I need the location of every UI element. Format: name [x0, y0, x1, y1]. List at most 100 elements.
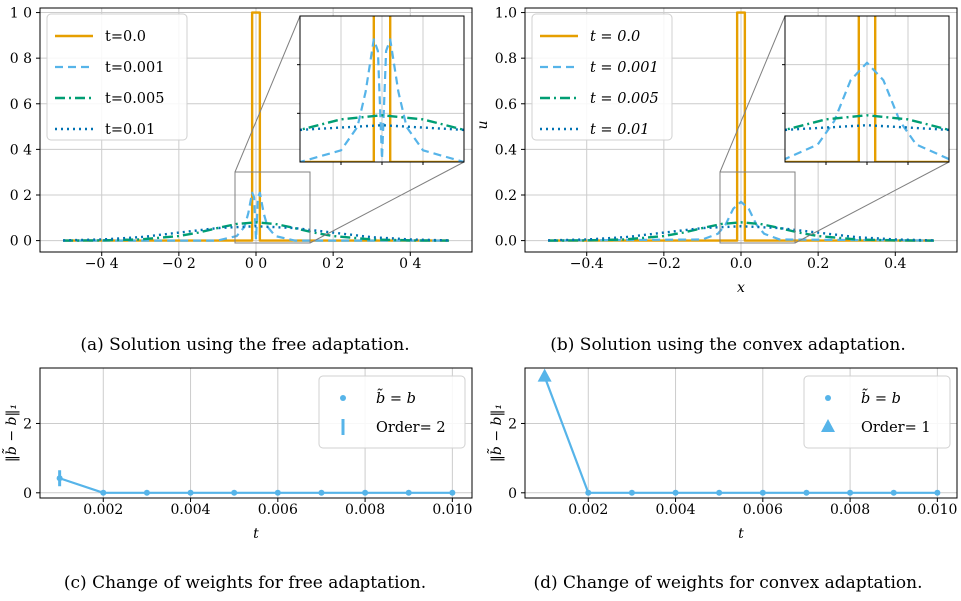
- axes-frame: [39, 7, 473, 253]
- y-tick-label: 0.4: [495, 142, 517, 158]
- zoom-connector-line: [719, 15, 786, 173]
- x-tick-label: −0 4: [85, 256, 119, 272]
- y-tick-label: 0.2: [495, 188, 517, 204]
- series-line-4: [548, 225, 934, 242]
- legend-entry-label: t=0.01: [105, 122, 155, 138]
- series-line-4: [63, 225, 449, 242]
- weight-data-point: [405, 489, 412, 496]
- weight-data-point: [585, 489, 592, 496]
- inset-series-group: [300, 16, 464, 162]
- weight-data-point: [100, 489, 107, 496]
- legend-entry-label: t = 0.0: [590, 29, 640, 45]
- legend-entry-label: t=0.001: [105, 60, 165, 76]
- zoom-connector-line: [309, 161, 465, 244]
- legend-entry-label: t=0.005: [105, 91, 165, 107]
- y-tick-label: 0.0: [495, 234, 517, 250]
- legend-entry-label: Order= 1: [861, 420, 931, 436]
- x-tick-label: 0.004: [655, 502, 695, 518]
- caption-a: (a) Solution using the free adaptation.: [80, 335, 409, 355]
- y-tick-label: 2: [508, 416, 517, 432]
- legend-entry-label: b̃ = b: [376, 388, 416, 407]
- weight-data-point: [628, 489, 635, 496]
- caption-b: (b) Solution using the convex adaptation…: [550, 335, 905, 355]
- chart-panel-d: 0.002 0.004 0.006 0.008 0.010 0 2 b̃ = b Order= …: [486, 367, 958, 542]
- x-tick-label: 0.010: [432, 502, 472, 518]
- axes-frame: [524, 367, 958, 499]
- x-tick-label: −0 2: [162, 256, 196, 272]
- axes-frame: [524, 7, 958, 253]
- chart-panel-c: 0.002 0.004 0.006 0.008 0.010 0 2 b̃ = b Order= …: [1, 367, 473, 542]
- x-tick-label: 0.002: [568, 502, 608, 518]
- y-axis-label: ‖b̃ − b‖₁: [486, 404, 505, 462]
- x-tick-label: 0.2: [807, 256, 829, 272]
- x-tick-label: 0.0: [730, 256, 752, 272]
- legend-box: [318, 375, 466, 449]
- weight-data-point: [274, 489, 281, 496]
- weight-series-line: [543, 376, 938, 494]
- series-line-2: [548, 200, 934, 242]
- zoom-region-box: [234, 171, 311, 244]
- chart-panel-b: −0.4 −0.2 0.0 0.2 0.4 0.0 0.2 0.4 0.6 0.8 1.0 t = 0…: [475, 6, 958, 296]
- series-group: [548, 11, 934, 242]
- caption-c: (c) Change of weights for free adaptatio…: [64, 573, 426, 593]
- x-tick-label: 0.010: [917, 502, 957, 518]
- x-tick-label: 0 4: [399, 256, 421, 272]
- x-tick-label: 0.006: [743, 502, 783, 518]
- legend-entry-label: t = 0.001: [590, 60, 659, 76]
- y-tick-label: 0: [23, 486, 32, 502]
- legend-entry-label: t = 0.01: [590, 122, 649, 138]
- weight-data-point: [934, 489, 941, 496]
- weight-data-point: [759, 489, 766, 496]
- y-tick-label: 0 6: [10, 97, 32, 113]
- legend: t = 0.0 t = 0.001 t = 0.005 t = 0.01: [531, 13, 673, 141]
- inset-series-group: [785, 16, 949, 162]
- y-axis-label: ‖b̃ − b‖₁: [1, 404, 20, 462]
- x-tick-label: 0 0: [245, 256, 267, 272]
- weight-data-point: [318, 489, 325, 496]
- y-tick-label: 2: [23, 416, 32, 432]
- x-tick-label: 0 2: [322, 256, 344, 272]
- inset-frame: [299, 15, 465, 163]
- inset-series-line-2: [300, 38, 464, 162]
- legend-swatch: [821, 419, 835, 432]
- y-tick-label: 1.0: [495, 6, 517, 22]
- y-tick-label: 0 4: [10, 142, 32, 158]
- weight-data-point: [362, 489, 369, 496]
- y-tick-label: 0: [508, 486, 517, 502]
- zoom-region-box: [719, 171, 796, 244]
- legend: t=0.0 t=0.001 t=0.005 t=0.01: [46, 13, 188, 141]
- x-tick-label: 0.4: [884, 256, 906, 272]
- zoom-connector-line: [794, 161, 950, 244]
- y-tick-label: 0 8: [10, 51, 32, 67]
- weight-data-point: [803, 489, 810, 496]
- caption-d: (d) Change of weights for convex adaptat…: [534, 573, 923, 593]
- inset-axes: [782, 15, 950, 165]
- x-tick-label: 0.002: [83, 502, 123, 518]
- weight-data-point: [143, 489, 150, 496]
- x-tick-label: −0.2: [647, 256, 681, 272]
- weight-data-point: [449, 489, 456, 496]
- y-tick-label: 0.8: [495, 51, 517, 67]
- chart-panel-a: −0 4 −0 2 0 0 0 2 0 4 0 0 0 2 0 4 0 6 0 8 1 0 t=0.0…: [10, 6, 473, 272]
- y-tick-label: 0.6: [495, 97, 517, 113]
- inset-frame: [784, 15, 950, 163]
- x-tick-label: 0.008: [830, 502, 870, 518]
- series-line-3: [548, 221, 934, 242]
- y-tick-label: 1 0: [10, 6, 32, 22]
- x-tick-label: 0.008: [345, 502, 385, 518]
- weight-series-line: [59, 477, 453, 494]
- inset-series-line-2: [785, 61, 949, 161]
- legend-entry-label: Order= 2: [376, 420, 446, 436]
- axes-frame: [39, 367, 473, 499]
- weight-data-point: [187, 489, 194, 496]
- weight-data-point: [716, 489, 723, 496]
- order-marker: [537, 368, 552, 382]
- legend-entry-label: t = 0.005: [590, 91, 659, 107]
- y-tick-label: 0 2: [10, 188, 32, 204]
- weight-data-point: [847, 489, 854, 496]
- series-group: [63, 11, 449, 242]
- legend-box: [531, 13, 673, 141]
- legend-box: [46, 13, 188, 141]
- series-line-3: [63, 221, 449, 242]
- inset-axes: [297, 15, 465, 165]
